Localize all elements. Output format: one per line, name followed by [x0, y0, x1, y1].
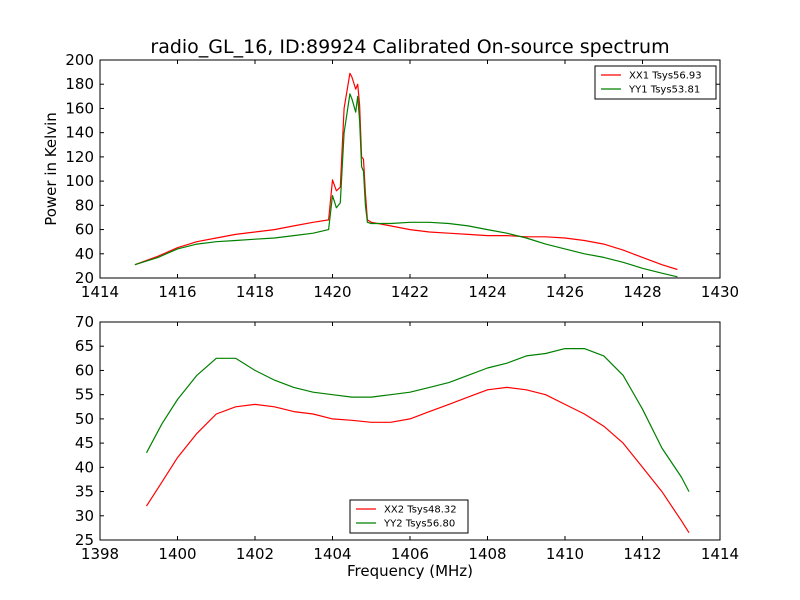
bottom-y-tick-label: 65	[75, 337, 94, 355]
bottom-legend-label: YY2 Tsys56.80	[383, 519, 455, 530]
top-y-tick-label: 40	[75, 245, 94, 263]
bottom-y-tick-label: 40	[75, 458, 94, 476]
top-x-tick-label: 1426	[546, 283, 584, 301]
top-x-tick-label: 1422	[391, 283, 429, 301]
bottom-x-tick-label: 1412	[623, 545, 661, 563]
bottom-y-tick-label: 50	[75, 410, 94, 428]
top-y-tick-label: 180	[65, 75, 94, 93]
bottom-x-tick-label: 1398	[81, 545, 119, 563]
bottom-x-tick-label: 1404	[313, 545, 351, 563]
top-plot: 1414 1416 1418 1420 1422 1424 1426 1428 1430 20 40…	[65, 51, 739, 301]
chart-title: radio_GL_16, ID:89924 Calibrated On-sour…	[150, 36, 669, 58]
top-series-line-2	[134, 93, 678, 278]
top-legend	[594, 65, 717, 100]
top-y-axis-label: Power in Kelvin	[42, 112, 60, 226]
top-y-tick-label: 80	[75, 196, 94, 214]
bottom-x-tick-label: 1400	[158, 545, 196, 563]
top-y-tick-label: 120	[65, 148, 94, 166]
bottom-x-tick-label: 1414	[701, 545, 739, 563]
bottom-y-tick-label: 60	[75, 361, 94, 379]
bottom-series-line-1	[145, 386, 690, 534]
bottom-x-tick-label: 1402	[236, 545, 274, 563]
top-x-tick-label: 1414	[81, 283, 119, 301]
bottom-y-tick-label: 35	[75, 483, 94, 501]
bottom-x-tick-label: 1408	[468, 545, 506, 563]
bottom-x-tick-label: 1406	[391, 545, 429, 563]
top-y-tick-label: 100	[65, 172, 94, 190]
bottom-y-tick-label: 30	[75, 507, 94, 525]
top-x-tick-label: 1428	[623, 283, 661, 301]
bottom-x-tick-label: 1410	[546, 545, 584, 563]
top-y-tick-label: 200	[65, 51, 94, 69]
bottom-y-tick-label: 45	[75, 434, 94, 452]
bottom-legend	[349, 499, 469, 534]
top-x-tick-label: 1420	[313, 283, 351, 301]
top-legend-label: XX1 Tsys56.93	[629, 71, 702, 82]
bottom-plot: 1398 1400 1402 1404 1406 1408 1410 1412 1414 25 30…	[75, 313, 739, 563]
top-x-tick-label: 1418	[236, 283, 274, 301]
top-legend-label: YY1 Tsys53.81	[628, 85, 700, 96]
bottom-series-line-2	[145, 348, 690, 492]
top-x-tick-label: 1424	[468, 283, 506, 301]
top-x-tick-label: 1430	[701, 283, 739, 301]
top-series-line-1	[134, 72, 678, 271]
top-x-tick-label: 1416	[158, 283, 196, 301]
bottom-y-tick-label: 70	[75, 313, 94, 331]
top-y-tick-label: 140	[65, 124, 94, 142]
top-y-tick-label: 20	[75, 269, 94, 287]
bottom-x-axis-label: Frequency (MHz)	[347, 562, 473, 580]
bottom-y-tick-label: 55	[75, 386, 94, 404]
bottom-legend-label: XX2 Tsys48.32	[384, 505, 457, 516]
top-y-tick-label: 60	[75, 221, 94, 239]
bottom-y-tick-label: 25	[75, 531, 94, 549]
top-y-tick-label: 160	[65, 99, 94, 117]
